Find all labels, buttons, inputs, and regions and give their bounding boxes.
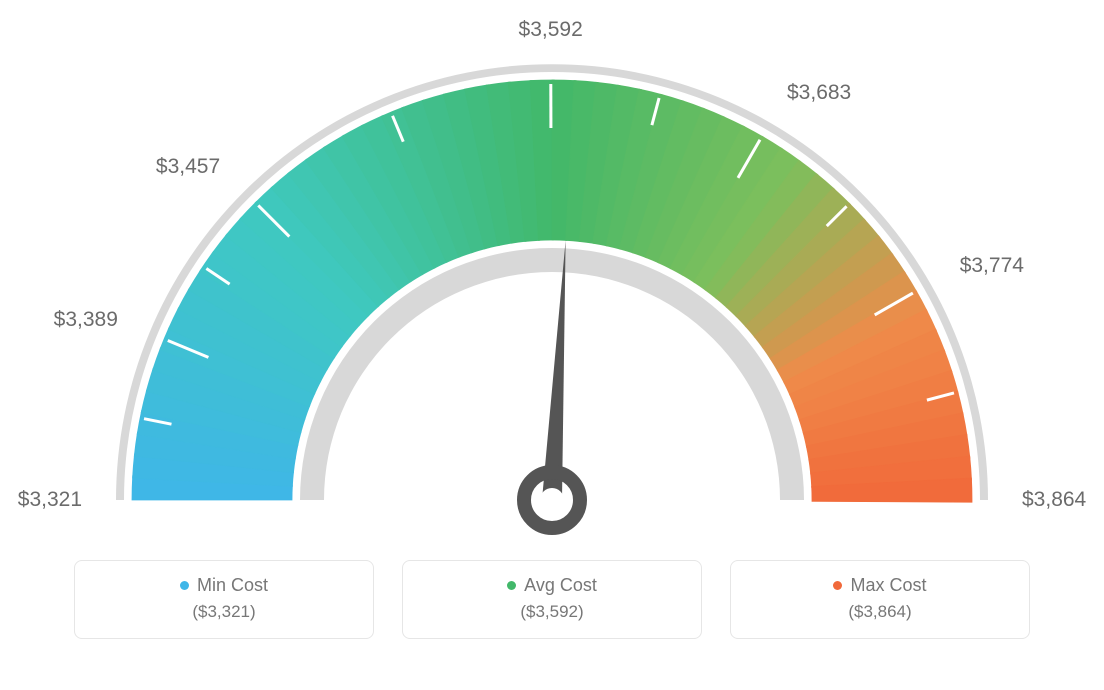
gauge-tick-label: $3,864 (1022, 488, 1087, 511)
legend-dot-avg (507, 581, 516, 590)
gauge-chart: $3,321 $3,389 $3,457 $3,592 $3,683 $3,774 $3,8… (0, 0, 1104, 560)
legend-row: Min Cost ($3,321) Avg Cost ($3,592) Max … (0, 560, 1104, 639)
gauge-tick-label: $3,774 (960, 254, 1025, 277)
legend-title-max: Max Cost (850, 575, 926, 596)
gauge-tick-label: $3,592 (519, 18, 583, 41)
legend-dot-max (833, 581, 842, 590)
legend-title-avg: Avg Cost (524, 575, 597, 596)
legend-dot-min (180, 581, 189, 590)
legend-card-min: Min Cost ($3,321) (74, 560, 374, 639)
legend-value-min: ($3,321) (192, 602, 255, 622)
legend-title-min: Min Cost (197, 575, 268, 596)
legend-value-avg: ($3,592) (520, 602, 583, 622)
gauge-needle (524, 240, 580, 528)
legend-card-avg: Avg Cost ($3,592) (402, 560, 702, 639)
gauge-tick-label: $3,321 (18, 488, 82, 511)
gauge-svg: $3,321 $3,389 $3,457 $3,592 $3,683 $3,774 $3,8… (0, 0, 1104, 560)
gauge-tick-label: $3,389 (54, 308, 118, 331)
gauge-tick-label: $3,683 (787, 81, 851, 104)
legend-value-max: ($3,864) (848, 602, 911, 622)
legend-card-max: Max Cost ($3,864) (730, 560, 1030, 639)
legend-top-min: Min Cost (180, 575, 268, 596)
legend-top-max: Max Cost (833, 575, 926, 596)
legend-top-avg: Avg Cost (507, 575, 597, 596)
gauge-tick-label: $3,457 (156, 155, 220, 178)
